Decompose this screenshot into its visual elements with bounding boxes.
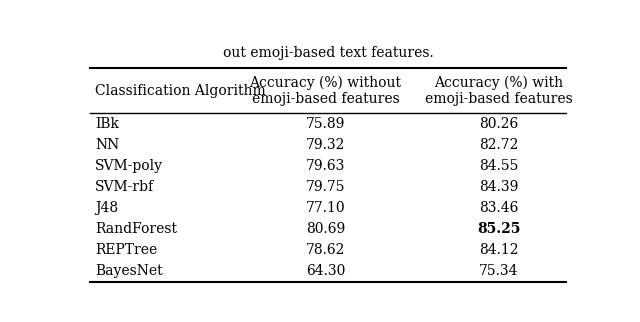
Text: 64.30: 64.30	[306, 264, 345, 278]
Text: 75.89: 75.89	[306, 117, 345, 130]
Text: SVM-rbf: SVM-rbf	[95, 180, 154, 194]
Text: out emoji-based text features.: out emoji-based text features.	[223, 46, 433, 60]
Text: 78.62: 78.62	[306, 243, 345, 257]
Text: 84.55: 84.55	[479, 159, 519, 173]
Text: 85.25: 85.25	[477, 222, 521, 236]
Text: SVM-poly: SVM-poly	[95, 159, 163, 173]
Text: REPTree: REPTree	[95, 243, 157, 257]
Text: Accuracy (%) without
emoji-based features: Accuracy (%) without emoji-based feature…	[250, 75, 401, 106]
Text: IBk: IBk	[95, 117, 119, 130]
Text: 79.75: 79.75	[306, 180, 345, 194]
Text: Classification Algorithm: Classification Algorithm	[95, 84, 266, 98]
Text: BayesNet: BayesNet	[95, 264, 163, 278]
Text: 79.32: 79.32	[306, 137, 345, 152]
Text: RandForest: RandForest	[95, 222, 177, 236]
Text: 80.26: 80.26	[479, 117, 519, 130]
Text: 75.34: 75.34	[479, 264, 519, 278]
Text: 84.12: 84.12	[479, 243, 519, 257]
Text: 82.72: 82.72	[479, 137, 519, 152]
Text: 77.10: 77.10	[306, 201, 346, 215]
Text: NN: NN	[95, 137, 119, 152]
Text: 84.39: 84.39	[479, 180, 519, 194]
Text: J48: J48	[95, 201, 118, 215]
Text: 83.46: 83.46	[479, 201, 519, 215]
Text: Accuracy (%) with
emoji-based features: Accuracy (%) with emoji-based features	[425, 75, 573, 106]
Text: 79.63: 79.63	[306, 159, 345, 173]
Text: 80.69: 80.69	[306, 222, 345, 236]
